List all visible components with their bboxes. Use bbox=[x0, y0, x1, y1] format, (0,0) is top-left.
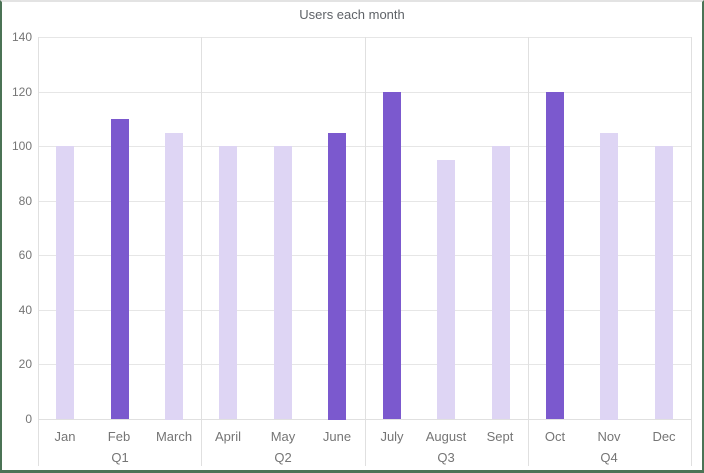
y-tick-label-140: 140 bbox=[11, 30, 32, 44]
y-tick-label-0: 0 bbox=[25, 412, 32, 426]
bar-nov bbox=[600, 133, 618, 420]
bar-march bbox=[165, 133, 183, 420]
x-tick-label-jan: Jan bbox=[54, 429, 76, 444]
x-tick-label-august: August bbox=[425, 429, 467, 444]
y-tick-label-60: 60 bbox=[18, 248, 32, 262]
bar-june bbox=[328, 133, 346, 420]
bar-april bbox=[219, 146, 237, 419]
bar-july bbox=[383, 92, 401, 419]
group-label-q4: Q4 bbox=[600, 450, 618, 465]
gridline-y-60 bbox=[38, 255, 691, 256]
bar-sept bbox=[492, 146, 510, 419]
y-tick-label-100: 100 bbox=[11, 139, 32, 153]
group-label-q2: Q2 bbox=[274, 450, 292, 465]
bar-feb bbox=[111, 119, 129, 419]
x-tick-label-may: May bbox=[270, 429, 296, 444]
bar-august bbox=[437, 160, 455, 419]
gridline-y-100 bbox=[38, 146, 691, 147]
y-tick-label-40: 40 bbox=[18, 303, 32, 317]
group-label-q3: Q3 bbox=[437, 450, 455, 465]
y-tick-label-120: 120 bbox=[11, 85, 32, 99]
x-tick-label-nov: Nov bbox=[597, 429, 621, 444]
x-tick-label-march: March bbox=[155, 429, 193, 444]
quarter-divider-1 bbox=[201, 37, 202, 466]
y-tick-label-20: 20 bbox=[18, 357, 32, 371]
x-tick-label-april: April bbox=[214, 429, 241, 444]
group-label-q1: Q1 bbox=[111, 450, 129, 465]
x-axis-baseline bbox=[38, 419, 691, 420]
x-tick-label-feb: Feb bbox=[107, 429, 131, 444]
gridline-y-80 bbox=[38, 201, 691, 202]
y-axis-line bbox=[38, 37, 39, 466]
bar-jan bbox=[56, 146, 74, 419]
x-tick-label-oct: Oct bbox=[544, 429, 566, 444]
x-tick-label-june: June bbox=[322, 429, 352, 444]
gridline-y-140 bbox=[38, 37, 691, 38]
chart-title: Users each month bbox=[299, 7, 405, 22]
bar-oct bbox=[546, 92, 564, 419]
x-tick-label-dec: Dec bbox=[652, 429, 676, 444]
gridline-y-20 bbox=[38, 364, 691, 365]
quarter-divider-3 bbox=[528, 37, 529, 466]
plot-right-border bbox=[691, 37, 692, 466]
y-tick-label-80: 80 bbox=[18, 194, 32, 208]
gridline-y-120 bbox=[38, 92, 691, 93]
x-tick-label-sept: Sept bbox=[486, 429, 514, 444]
bar-dec bbox=[655, 146, 673, 419]
quarter-divider-2 bbox=[365, 37, 366, 466]
gridline-y-40 bbox=[38, 310, 691, 311]
x-tick-label-july: July bbox=[380, 429, 404, 444]
bar-may bbox=[274, 146, 292, 419]
